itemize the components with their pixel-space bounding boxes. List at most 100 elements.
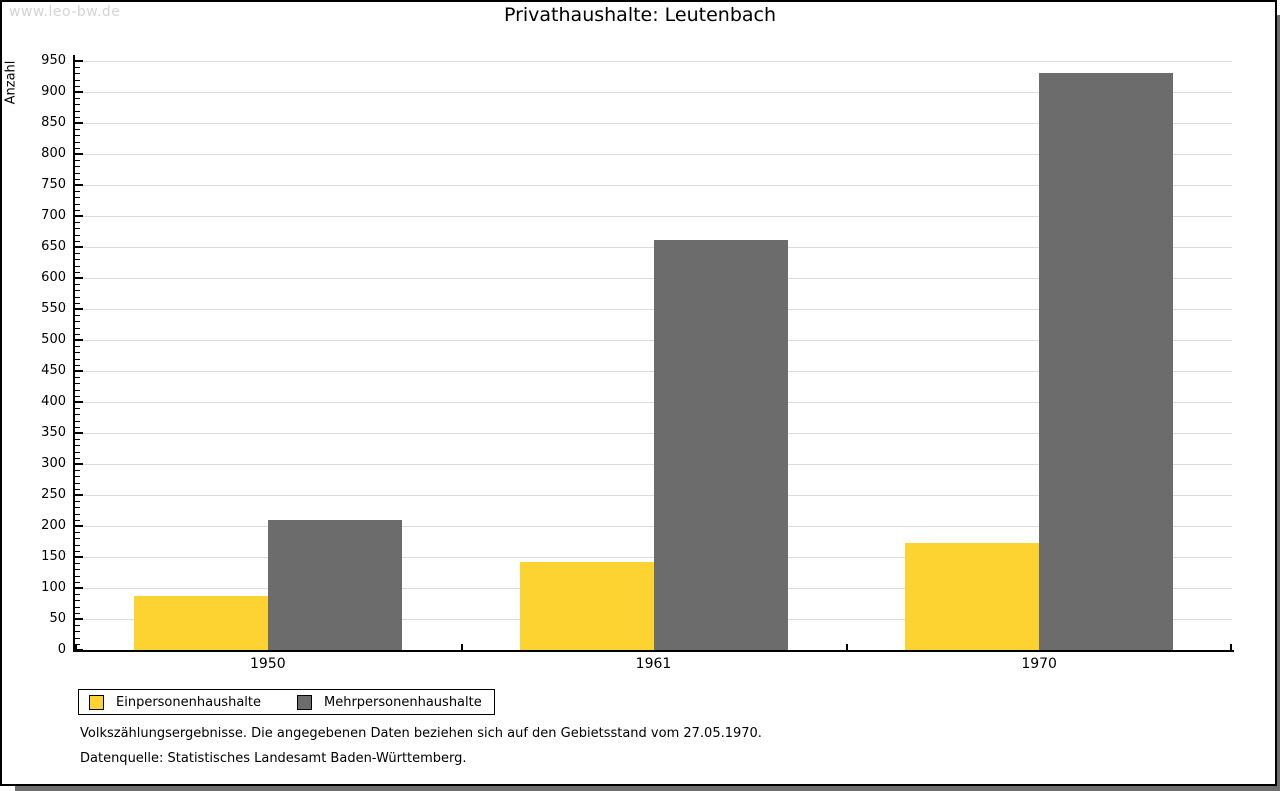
y-minor-tick bbox=[75, 79, 80, 81]
y-major-tick bbox=[75, 246, 83, 248]
y-minor-tick bbox=[75, 519, 80, 521]
y-tick-label: 50 bbox=[49, 611, 66, 626]
y-major-tick bbox=[75, 556, 83, 558]
y-major-tick bbox=[75, 215, 83, 217]
x-axis-tick bbox=[846, 644, 849, 650]
y-major-tick bbox=[75, 525, 83, 527]
y-axis-line bbox=[73, 55, 75, 652]
y-minor-tick bbox=[75, 643, 80, 645]
legend-swatch bbox=[89, 694, 104, 710]
y-minor-tick bbox=[75, 321, 80, 323]
y-tick-label: 450 bbox=[41, 363, 66, 378]
y-minor-tick bbox=[75, 110, 80, 112]
y-minor-tick bbox=[75, 612, 80, 614]
y-minor-tick bbox=[75, 191, 80, 193]
y-minor-tick bbox=[75, 408, 80, 410]
y-minor-tick bbox=[75, 271, 80, 273]
footnote-line-2: Datenquelle: Statistisches Landesamt Bad… bbox=[80, 751, 467, 766]
gridline bbox=[75, 153, 1232, 155]
y-major-tick bbox=[75, 91, 83, 93]
y-tick-label: 550 bbox=[41, 301, 66, 316]
y-minor-tick bbox=[75, 383, 80, 385]
x-axis-line bbox=[73, 650, 1234, 652]
y-tick-label: 800 bbox=[41, 146, 66, 161]
y-major-tick bbox=[75, 153, 83, 155]
legend-label: Mehrpersonenhaushalte bbox=[324, 694, 482, 710]
x-tick-label: 1970 bbox=[1021, 656, 1057, 672]
y-minor-tick bbox=[75, 501, 80, 503]
y-minor-tick bbox=[75, 414, 80, 416]
y-major-tick bbox=[75, 401, 83, 403]
y-tick-label: 200 bbox=[41, 518, 66, 533]
y-minor-tick bbox=[75, 253, 80, 255]
bar-einpersonenhaushalte bbox=[133, 596, 268, 650]
y-minor-tick bbox=[75, 538, 80, 540]
y-minor-tick bbox=[75, 240, 80, 242]
y-minor-tick bbox=[75, 333, 80, 335]
y-major-tick bbox=[75, 649, 83, 651]
y-minor-tick bbox=[75, 358, 80, 360]
y-minor-tick bbox=[75, 476, 80, 478]
y-minor-tick bbox=[75, 606, 80, 608]
y-major-tick bbox=[75, 587, 83, 589]
y-minor-tick bbox=[75, 234, 80, 236]
y-major-tick bbox=[75, 122, 83, 124]
y-tick-label: 850 bbox=[41, 115, 66, 130]
y-minor-tick bbox=[75, 488, 80, 490]
y-minor-tick bbox=[75, 439, 80, 441]
y-minor-tick bbox=[75, 160, 80, 162]
bar-mehrpersonenhaushalte bbox=[267, 519, 402, 650]
x-axis-tick bbox=[1230, 644, 1232, 650]
gridline bbox=[75, 184, 1232, 186]
y-minor-tick bbox=[75, 203, 80, 205]
legend-item: Einpersonenhaushalte bbox=[89, 694, 261, 710]
y-minor-tick bbox=[75, 98, 80, 100]
y-minor-tick bbox=[75, 116, 80, 118]
y-minor-tick bbox=[75, 178, 80, 180]
y-minor-tick bbox=[75, 296, 80, 298]
y-tick-label: 350 bbox=[41, 425, 66, 440]
y-minor-tick bbox=[75, 67, 80, 69]
y-tick-label: 900 bbox=[41, 84, 66, 99]
y-minor-tick bbox=[75, 302, 80, 304]
y-minor-tick bbox=[75, 129, 80, 131]
y-minor-tick bbox=[75, 389, 80, 391]
y-minor-tick bbox=[75, 209, 80, 211]
y-minor-tick bbox=[75, 550, 80, 552]
bar-mehrpersonenhaushalte bbox=[653, 239, 788, 650]
y-minor-tick bbox=[75, 315, 80, 317]
gridline bbox=[75, 122, 1232, 124]
y-major-tick bbox=[75, 277, 83, 279]
y-minor-tick bbox=[75, 147, 80, 149]
y-minor-tick bbox=[75, 222, 80, 224]
y-minor-tick bbox=[75, 445, 80, 447]
y-minor-tick bbox=[75, 575, 80, 577]
legend: Einpersonenhaushalte Mehrpersonenhaushalt… bbox=[78, 689, 495, 715]
x-axis-tick bbox=[75, 644, 77, 650]
y-minor-tick bbox=[75, 327, 80, 329]
y-minor-tick bbox=[75, 395, 80, 397]
y-minor-tick bbox=[75, 172, 80, 174]
y-minor-tick bbox=[75, 377, 80, 379]
legend-item: Mehrpersonenhaushalte bbox=[297, 694, 482, 710]
y-minor-tick bbox=[75, 637, 80, 639]
y-minor-tick bbox=[75, 507, 80, 509]
y-minor-tick bbox=[75, 420, 80, 422]
y-minor-tick bbox=[75, 470, 80, 472]
y-tick-label: 700 bbox=[41, 208, 66, 223]
y-minor-tick bbox=[75, 631, 80, 633]
y-minor-tick bbox=[75, 426, 80, 428]
y-tick-label: 150 bbox=[41, 549, 66, 564]
y-minor-tick bbox=[75, 85, 80, 87]
y-minor-tick bbox=[75, 166, 80, 168]
y-minor-tick bbox=[75, 141, 80, 143]
y-major-tick bbox=[75, 618, 83, 620]
y-minor-tick bbox=[75, 228, 80, 230]
y-minor-tick bbox=[75, 290, 80, 292]
y-major-tick bbox=[75, 370, 83, 372]
y-major-tick bbox=[75, 60, 83, 62]
y-minor-tick bbox=[75, 600, 80, 602]
y-tick-label: 400 bbox=[41, 394, 66, 409]
y-minor-tick bbox=[75, 513, 80, 515]
